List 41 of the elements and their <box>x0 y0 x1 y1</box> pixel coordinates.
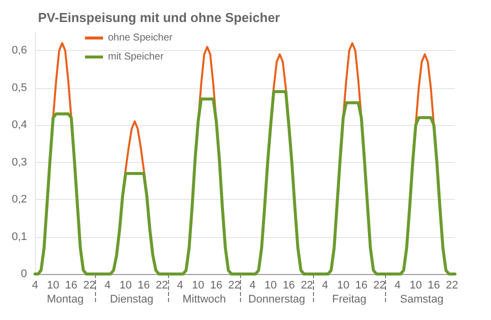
x-tick-label: 10 <box>47 280 60 292</box>
x-tick-label: 22 <box>373 280 386 292</box>
x-tick-label: 4 <box>249 280 256 292</box>
x-tick-label: 22 <box>228 280 241 292</box>
x-tick-label: 22 <box>156 280 168 292</box>
x-tick-label: 22 <box>300 280 314 292</box>
y-tick-label: 0,3 <box>12 156 27 168</box>
y-tick-label: 0,2 <box>12 194 27 206</box>
x-tick-label: 16 <box>138 280 150 292</box>
text: Mittwoch <box>182 294 226 306</box>
x-tick-label: 16 <box>428 280 440 292</box>
line-series <box>34 90 456 276</box>
x-tick-label: 4 <box>176 280 184 292</box>
x-tick-label: 4 <box>394 280 401 292</box>
x-tick-label: 10 <box>192 280 204 292</box>
x-tick-label: 16 <box>65 280 78 292</box>
x-tick-label: 10 <box>120 280 132 292</box>
text: Freitag <box>332 294 366 306</box>
y-tick-label: 0 <box>20 268 27 280</box>
legend-label: mit Speicher <box>108 52 164 62</box>
text: Montag <box>46 294 84 306</box>
x-tick-label: 4 <box>32 280 38 292</box>
text: Samstag <box>400 294 444 306</box>
x-tick-label: 4 <box>104 280 111 292</box>
x-tick-label: 16 <box>282 280 295 292</box>
x-tick-label: 10 <box>410 280 422 292</box>
y-tick-label: 0,6 <box>12 44 27 57</box>
y-tick-label: 0,5 <box>12 82 27 94</box>
chart-title: PV-Einspeisung mit und ohne Speicher <box>38 10 280 25</box>
text: Donnerstag <box>248 294 306 306</box>
x-tick-label: 10 <box>337 280 350 292</box>
x-tick-label: 16 <box>210 280 222 292</box>
legend-label: ohne Speicher <box>108 32 174 44</box>
y-tick-label: 0,4 <box>12 119 27 132</box>
x-tick-label: 16 <box>355 280 368 292</box>
y-tick-label: 0,1 <box>12 230 27 243</box>
x-tick-label: 10 <box>264 280 277 292</box>
text: Dienstag <box>110 294 154 306</box>
x-tick-label: 22 <box>83 280 96 292</box>
x-tick-label: 4 <box>322 280 328 292</box>
x-tick-label: 22 <box>446 280 458 292</box>
